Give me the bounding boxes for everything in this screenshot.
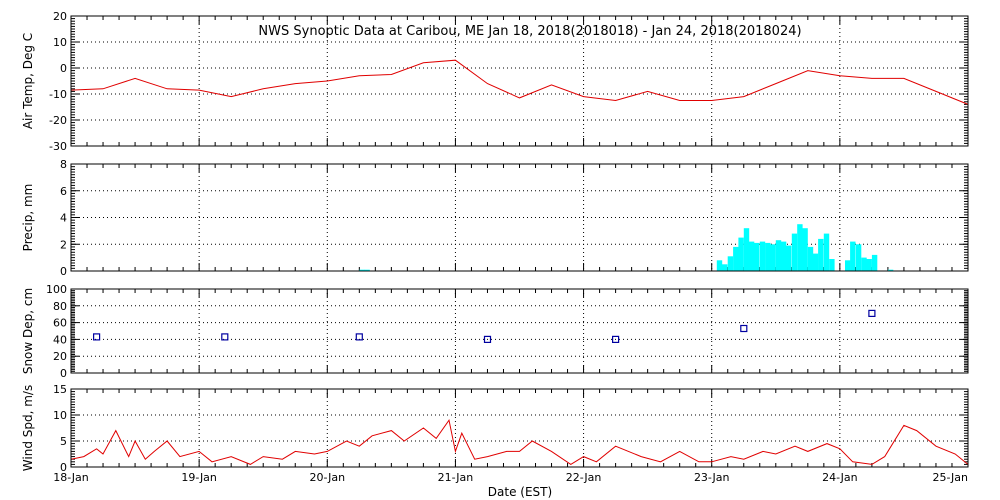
precip-bar — [855, 244, 862, 272]
snow-depth-frame — [70, 288, 969, 374]
y-tick-label: 5 — [60, 435, 67, 448]
precip-bar — [780, 241, 787, 271]
precip-bar — [786, 245, 792, 271]
snow-depth-point — [92, 333, 101, 341]
snow-depth-panel: 0 20 40 60 80 100 Snow Dep, cm — [21, 283, 969, 380]
x-tick-label: 19-Jan — [181, 471, 217, 484]
precip-bar — [866, 259, 872, 271]
wind-speed-panel: 0 5 10 15 Wind Spd, m/s — [21, 383, 969, 474]
y-tick-label: -20 — [49, 114, 67, 127]
precip-bar — [364, 269, 370, 271]
air-temp-frame — [70, 15, 969, 147]
precip-bar — [887, 269, 894, 271]
y-tick-label: 8 — [60, 158, 67, 171]
precip-bar — [807, 246, 814, 271]
precip-bar — [818, 238, 824, 271]
precip-bar — [871, 254, 878, 271]
y-tick-label: 6 — [60, 185, 67, 198]
precip-bar — [775, 240, 782, 271]
y-tick-label: 20 — [53, 350, 67, 363]
wind-speed-frame — [70, 388, 969, 468]
precip-frame — [70, 163, 969, 272]
y-tick-label: 4 — [60, 212, 67, 225]
precip-bar — [770, 244, 776, 272]
y-tick-label: 0 — [60, 367, 67, 380]
y-tick-label: 0 — [60, 62, 67, 75]
precip-bar — [829, 259, 835, 271]
precip-bar — [733, 246, 739, 271]
y-tick-label: 20 — [53, 10, 67, 23]
wind-speed-y-axis-title: Wind Spd, m/s — [21, 385, 35, 471]
snow-depth-y-axis-title: Snow Dep, cm — [21, 288, 35, 374]
y-tick-label: 100 — [46, 283, 67, 296]
x-tick-label: 24-Jan — [822, 471, 858, 484]
precip-bar — [743, 228, 750, 271]
precip-bar — [845, 260, 851, 271]
snow-depth-point — [483, 335, 492, 343]
x-tick-label: 21-Jan — [438, 471, 474, 484]
x-tick-label: 23-Jan — [694, 471, 730, 484]
y-tick-label: 60 — [53, 317, 67, 330]
chart-panels: -30 -20 -10 0 10 20 Air Temp, Deg C 0 2 4 6 8 Precip… — [21, 10, 969, 484]
y-tick-label: 10 — [53, 409, 67, 422]
y-tick-label: 0 — [60, 265, 67, 278]
precip-bar — [727, 256, 734, 271]
precip-bar — [823, 233, 830, 271]
wind-speed-series-line — [70, 418, 969, 465]
precip-bar — [754, 242, 760, 271]
air-temp-series-line — [70, 59, 969, 105]
precip-bar — [759, 241, 766, 271]
air-temp-y-axis-title: Air Temp, Deg C — [21, 33, 35, 129]
precip-bar — [791, 233, 798, 271]
y-tick-label: 40 — [53, 333, 67, 346]
y-tick-label: 15 — [53, 383, 67, 396]
precip-bar — [850, 241, 856, 271]
x-tick-label: 25-Jan — [932, 471, 968, 484]
precip-bar — [359, 269, 365, 271]
precip-panel: 0 2 4 6 8 Precip, mm — [21, 158, 969, 278]
x-tick-label: 22-Jan — [566, 471, 602, 484]
x-axis-title: Date (EST) — [488, 485, 552, 499]
x-tick-label: 20-Jan — [310, 471, 346, 484]
y-tick-label: -10 — [49, 88, 67, 101]
precip-bar — [748, 241, 755, 271]
precip-bar — [802, 228, 808, 271]
precip-bar — [716, 260, 723, 271]
precip-bar — [722, 264, 728, 271]
precip-bar — [738, 237, 744, 271]
precip-bar — [812, 253, 819, 271]
snow-depth-point — [611, 335, 620, 343]
y-tick-label: -30 — [49, 140, 67, 153]
precip-bar — [765, 242, 771, 271]
chart-title: NWS Synoptic Data at Caribou, ME Jan 18,… — [258, 24, 801, 39]
y-tick-label: 0 — [60, 461, 67, 474]
precip-y-axis-title: Precip, mm — [21, 184, 35, 252]
snow-depth-point — [740, 324, 748, 333]
y-tick-label: 2 — [60, 238, 67, 251]
snow-depth-point — [221, 333, 229, 341]
snow-depth-point — [868, 309, 876, 317]
y-tick-label: 10 — [53, 36, 67, 49]
snow-depth-point — [355, 333, 363, 341]
x-tick-label: 18-Jan — [53, 471, 89, 484]
air-temp-panel: -30 -20 -10 0 10 20 Air Temp, Deg C — [21, 10, 969, 153]
y-tick-label: 80 — [53, 300, 67, 313]
precip-bar — [861, 257, 867, 271]
precip-bar — [797, 224, 803, 271]
